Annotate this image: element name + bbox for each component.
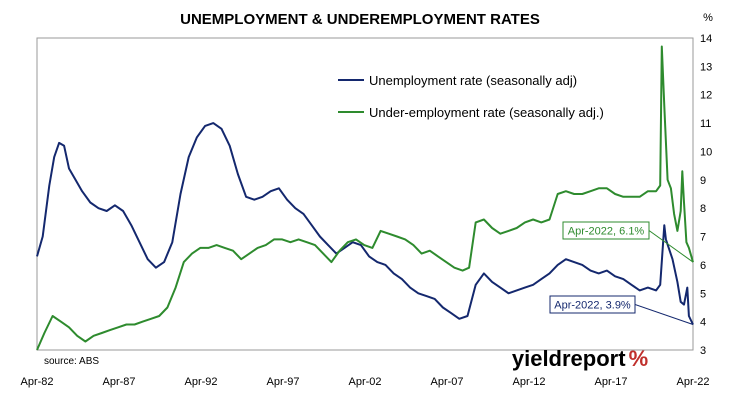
x-tick-label: Apr-82 — [20, 376, 53, 388]
y-axis-unit: % — [703, 12, 713, 24]
y-tick-label: 4 — [700, 317, 706, 329]
underemployment-series-line — [36, 45, 694, 351]
legend: Unemployment rate (seasonally adj) Under-… — [338, 73, 604, 120]
x-tick-label: Apr-92 — [184, 376, 217, 388]
y-tick-label: 6 — [700, 260, 706, 272]
annotation-label: Apr-2022, 3.9% — [554, 300, 631, 312]
y-tick-label: 10 — [700, 146, 712, 158]
source-label: source: ABS — [44, 356, 99, 367]
legend-label: Under-employment rate (seasonally adj.) — [369, 105, 604, 120]
y-tick-label: 7 — [700, 232, 706, 244]
y-tick-label: 13 — [700, 61, 712, 73]
x-tick-label: Apr-07 — [430, 376, 463, 388]
annotation-label: Apr-2022, 6.1% — [568, 226, 645, 238]
x-axis: Apr-82 Apr-87 Apr-92 Apr-97 Apr-02 Apr-07 Apr-… — [20, 376, 709, 388]
x-tick-label: Apr-22 — [676, 376, 709, 388]
y-tick-label: 14 — [700, 33, 712, 45]
brand-mark: % — [629, 346, 649, 371]
y-tick-label: 8 — [700, 203, 706, 215]
annotation-leader-line — [634, 304, 694, 325]
x-tick-label: Apr-02 — [348, 376, 381, 388]
y-tick-label: 9 — [700, 175, 706, 187]
annotation-box — [549, 295, 636, 314]
chart-title: UNEMPLOYMENT & UNDEREMPLOYMENT RATES — [180, 11, 540, 28]
series-layer — [36, 45, 694, 351]
unemployment-series-line — [36, 122, 694, 325]
x-tick-label: Apr-97 — [266, 376, 299, 388]
x-tick-label: Apr-17 — [594, 376, 627, 388]
y-tick-label: 12 — [700, 90, 712, 102]
x-tick-label: Apr-12 — [512, 376, 545, 388]
brand-logo: yieldreport% — [512, 346, 648, 371]
y-tick-label: 5 — [700, 288, 706, 300]
brand-name: yieldreport — [512, 346, 626, 371]
legend-label: Unemployment rate (seasonally adj) — [369, 73, 577, 88]
annotation-box — [562, 221, 650, 240]
x-tick-label: Apr-87 — [102, 376, 135, 388]
y-tick-label: 11 — [700, 118, 711, 130]
annotations: Apr-2022, 6.1% Apr-2022, 3.9% — [549, 221, 694, 325]
y-axis: 3 4 5 6 7 8 9 10 11 12 13 14 — [700, 33, 712, 357]
brand-wordmark: yieldreport% — [512, 346, 648, 371]
annotation-leader-line — [648, 230, 694, 263]
plot-area-frame — [36, 37, 694, 351]
y-tick-label: 3 — [700, 345, 706, 357]
